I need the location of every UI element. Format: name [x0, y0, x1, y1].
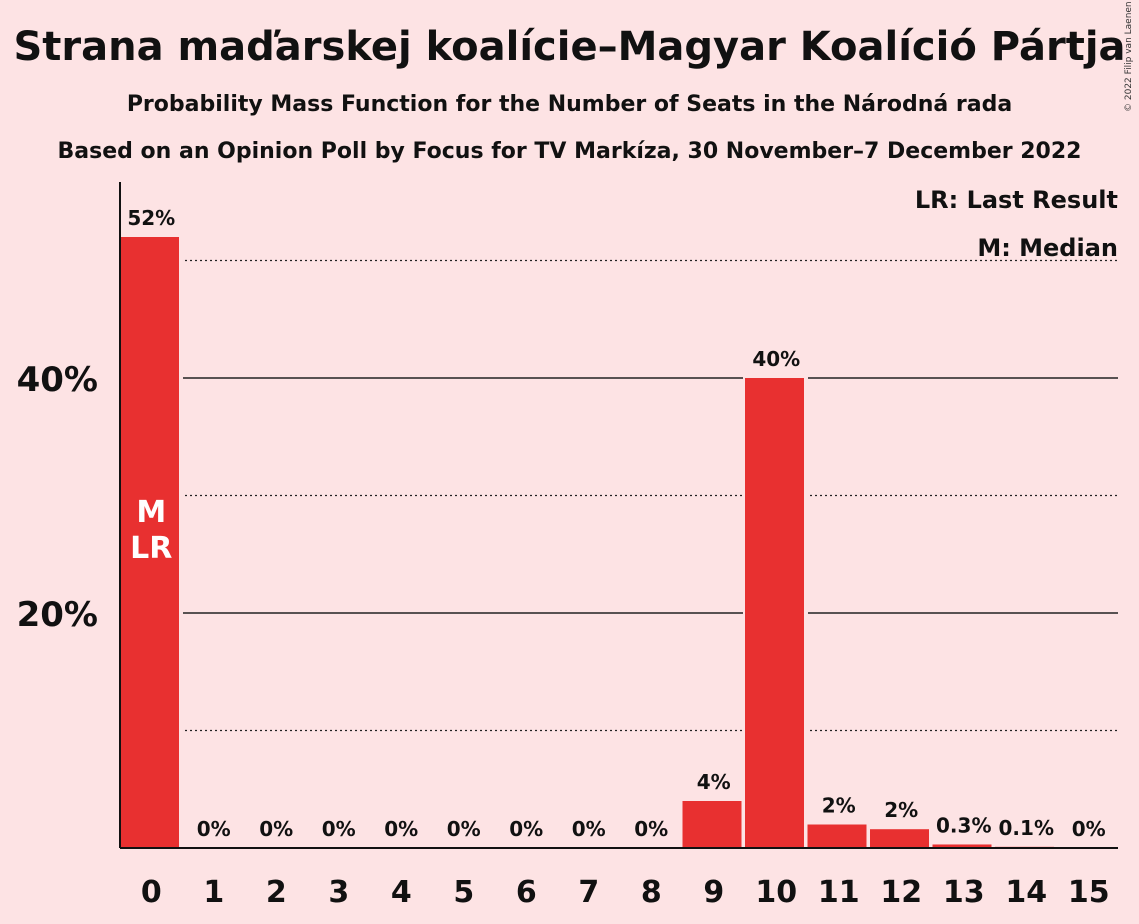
- bar-value-label: 0%: [1072, 817, 1106, 841]
- y-tick-label: 20%: [17, 595, 98, 635]
- bar-value-label: 0%: [572, 817, 606, 841]
- bar-value-label: 0%: [634, 817, 668, 841]
- bar-value-label: 4%: [697, 770, 731, 794]
- median-marker: M: [136, 495, 166, 530]
- bar-value-label: 0%: [447, 817, 481, 841]
- x-tick-label: 3: [328, 875, 349, 910]
- chart-subtitle: Probability Mass Function for the Number…: [126, 92, 1013, 117]
- bar-value-label: 0%: [259, 817, 293, 841]
- bar-value-label: 2%: [884, 798, 918, 822]
- x-tick-label: 11: [818, 875, 860, 910]
- bar: [932, 844, 992, 848]
- x-tick-label: 1: [203, 875, 224, 910]
- bar-gap: [993, 844, 1058, 848]
- bar: [682, 801, 742, 848]
- legend-last-result: LR: Last Result: [914, 186, 1118, 214]
- bar: [745, 378, 804, 848]
- x-tick-label: 12: [880, 875, 922, 910]
- x-tick-label: 0: [141, 875, 162, 910]
- x-tick-label: 13: [943, 875, 985, 910]
- bar-value-label: 0%: [322, 817, 356, 841]
- bar: [120, 237, 179, 848]
- last-result-marker: LR: [130, 531, 172, 566]
- x-tick-label: 10: [755, 875, 797, 910]
- x-tick-label: 15: [1068, 875, 1110, 910]
- bar-value-label: 52%: [127, 206, 175, 230]
- x-tick-label: 4: [391, 875, 412, 910]
- legend-median: M: Median: [977, 234, 1118, 262]
- bar-value-label: 40%: [752, 347, 800, 371]
- bar: [807, 824, 867, 848]
- x-tick-label: 14: [1005, 875, 1047, 910]
- x-tick-label: 7: [578, 875, 599, 910]
- bar-value-label: 0%: [384, 817, 418, 841]
- bar-value-label: 0%: [509, 817, 543, 841]
- bar-value-label: 0%: [197, 817, 231, 841]
- x-tick-label: 8: [641, 875, 662, 910]
- x-tick-label: 5: [453, 875, 474, 910]
- bar-value-label: 0.1%: [999, 816, 1054, 840]
- chart-source-subtitle: Based on an Opinion Poll by Focus for TV…: [57, 139, 1082, 164]
- chart-title: Strana maďarskej koalície–Magyar Koalíci…: [13, 24, 1126, 70]
- bar: [870, 829, 929, 848]
- bar-value-label: 2%: [822, 794, 856, 818]
- bar-value-label: 0.3%: [936, 813, 991, 837]
- x-tick-label: 2: [266, 875, 287, 910]
- y-tick-label: 40%: [17, 360, 98, 400]
- x-tick-label: 9: [703, 875, 724, 910]
- x-tick-label: 6: [516, 875, 537, 910]
